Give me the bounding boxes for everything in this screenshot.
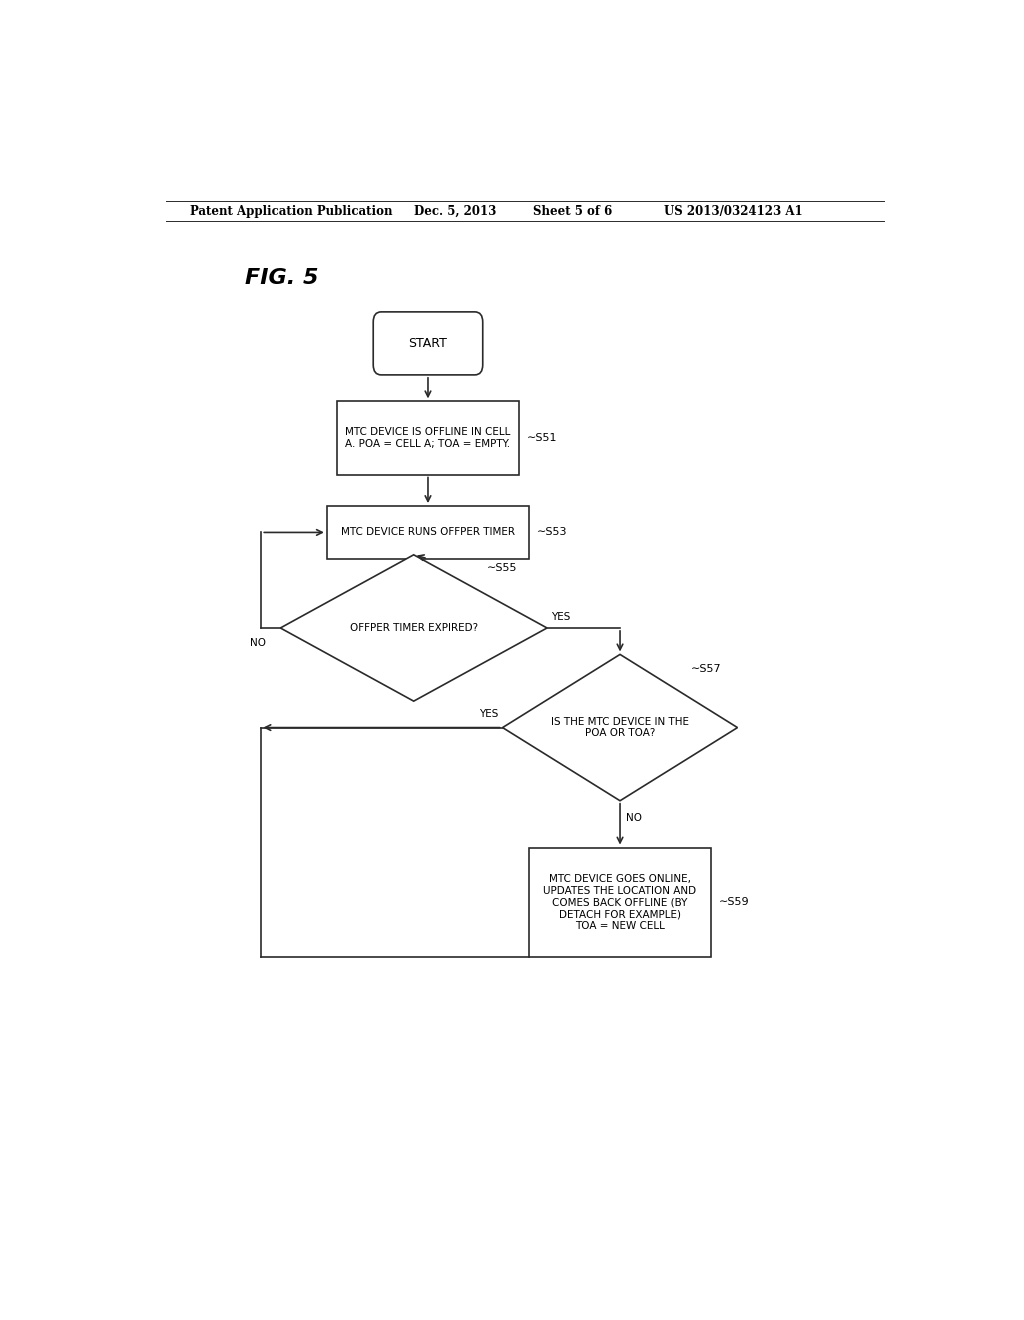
Text: ∼S55: ∼S55: [487, 562, 517, 573]
Text: ∼S51: ∼S51: [527, 433, 558, 444]
Polygon shape: [281, 554, 547, 701]
Text: OFFPER TIMER EXPIRED?: OFFPER TIMER EXPIRED?: [349, 623, 478, 634]
Text: MTC DEVICE IS OFFLINE IN CELL
A. POA = CELL A; TOA = EMPTY.: MTC DEVICE IS OFFLINE IN CELL A. POA = C…: [345, 428, 511, 449]
Polygon shape: [503, 655, 737, 801]
Text: ∼S53: ∼S53: [538, 528, 567, 537]
Bar: [327, 506, 529, 558]
Bar: [528, 847, 712, 957]
FancyBboxPatch shape: [373, 312, 482, 375]
Text: NO: NO: [627, 813, 642, 824]
Text: MTC DEVICE GOES ONLINE,
UPDATES THE LOCATION AND
COMES BACK OFFLINE (BY
DETACH F: MTC DEVICE GOES ONLINE, UPDATES THE LOCA…: [544, 874, 696, 931]
Bar: [337, 401, 519, 474]
Text: YES: YES: [479, 709, 499, 719]
Text: IS THE MTC DEVICE IN THE
POA OR TOA?: IS THE MTC DEVICE IN THE POA OR TOA?: [551, 717, 689, 738]
Text: YES: YES: [551, 612, 570, 622]
Text: Sheet 5 of 6: Sheet 5 of 6: [532, 205, 612, 218]
Text: US 2013/0324123 A1: US 2013/0324123 A1: [664, 205, 803, 218]
Text: ∼S59: ∼S59: [719, 898, 750, 907]
Text: ∼S57: ∼S57: [690, 664, 721, 675]
Text: NO: NO: [250, 639, 266, 648]
Text: Dec. 5, 2013: Dec. 5, 2013: [414, 205, 496, 218]
Text: START: START: [409, 337, 447, 350]
Text: MTC DEVICE RUNS OFFPER TIMER: MTC DEVICE RUNS OFFPER TIMER: [341, 528, 515, 537]
Text: FIG. 5: FIG. 5: [246, 268, 318, 288]
Text: Patent Application Publication: Patent Application Publication: [189, 205, 392, 218]
